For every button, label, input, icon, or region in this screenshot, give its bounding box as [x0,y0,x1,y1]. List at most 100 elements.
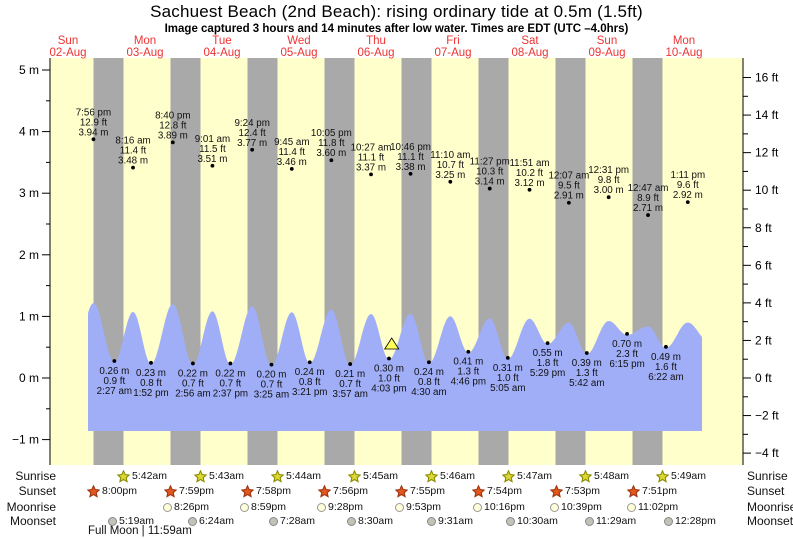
moonrise-time: 11:02pm [638,501,679,513]
svg-text:0.8 ft: 0.8 ft [299,377,321,388]
sunrise-time: 5:48am [594,470,630,482]
sunset-time: 7:53pm [565,485,601,497]
day-of-week-label: Sun [597,35,617,47]
moonset-item: 9:31am [427,514,473,528]
svg-text:2:37 pm: 2:37 pm [213,388,248,399]
svg-text:0.30 m: 0.30 m [374,364,404,375]
moonset-time: 9:31am [438,515,474,527]
svg-text:10:05 pm: 10:05 pm [311,128,352,139]
day-date-label: 04-Aug [203,47,240,59]
svg-text:0.9 ft: 0.9 ft [103,376,125,387]
svg-text:0.8 ft: 0.8 ft [140,378,162,389]
svg-text:9.8 ft: 9.8 ft [598,175,620,186]
low-tide-annotation: 0.24 m0.8 ft3:21 pm [292,360,327,398]
y-axis-right-tick-label: −4 ft [755,446,779,460]
moonset-circle-icon [269,516,278,526]
svg-text:0.20 m: 0.20 m [256,370,286,381]
sunset-row-label: Sunset [18,484,56,498]
tide-point-dot [448,179,453,184]
sunrise-star-icon [194,469,207,483]
sunset-time: 7:54pm [487,485,523,497]
svg-text:4:30 am: 4:30 am [411,387,446,398]
tide-point-dot [91,137,96,142]
svg-text:5:29 pm: 5:29 pm [530,368,565,379]
svg-text:0.8 ft: 0.8 ft [418,377,440,388]
y-axis-right-tick-label: 10 ft [755,183,779,197]
svg-text:0.41 m: 0.41 m [453,357,483,368]
sunrise-item: 5:48am [579,469,629,483]
y-axis-left-tick-label: 1 m [19,309,39,323]
svg-text:10.2 ft: 10.2 ft [516,168,544,179]
svg-text:0.22 m: 0.22 m [215,368,245,379]
day-of-week-label: Fri [446,35,459,47]
svg-text:12:07 am: 12:07 am [548,171,589,182]
svg-text:10.3 ft: 10.3 ft [476,167,504,178]
svg-text:9.5 ft: 9.5 ft [558,181,580,192]
svg-text:4:03 pm: 4:03 pm [371,384,406,395]
moonrise-time: 8:26pm [174,501,210,513]
tide-point-dot [250,147,255,152]
y-axis-right-tick-label: −2 ft [755,409,779,423]
sunrise-item: 5:46am [425,469,475,483]
low-tide-annotation: 0.49 m1.6 ft6:22 am [648,344,684,383]
day-date-label: 02-Aug [49,47,86,59]
svg-text:0.31 m: 0.31 m [493,363,523,374]
y-axis-right-tick-label: 16 ft [755,71,779,85]
svg-text:3.94 m: 3.94 m [78,127,108,138]
y-axis-right-tick-label: 4 ft [755,296,772,310]
tide-point-dot [307,360,312,365]
day-date-label: 05-Aug [280,47,317,59]
svg-text:12.9 ft: 12.9 ft [80,117,108,128]
svg-text:0.55 m: 0.55 m [533,348,563,359]
low-tide-annotation: 0.41 m1.3 ft4:46 pm [451,349,486,388]
svg-text:3.51 m: 3.51 m [197,154,227,165]
low-tide-annotation: 0.30 m1.0 ft4:03 pm [371,356,407,395]
moonset-time: 6:24am [199,515,235,527]
moonrise-time: 10:39pm [561,501,602,513]
sunset-star-icon [472,484,485,498]
svg-text:3:57 am: 3:57 am [332,389,367,400]
tide-point-dot [191,361,195,366]
moonrise-item: 8:59pm [240,500,286,514]
day-of-week-label: Sat [521,35,539,47]
svg-text:0.24 m: 0.24 m [295,367,325,378]
low-tide-annotation: 0.70 m2.3 ft6:15 pm [609,331,645,370]
svg-text:11:51 am: 11:51 am [509,158,549,169]
sunrise-item: 5:42am [117,469,167,483]
tide-point-dot [149,360,153,365]
svg-text:0.23 m: 0.23 m [136,368,166,379]
moonset-item: 6:24am [188,514,234,528]
sunrise-star-icon [117,469,130,483]
svg-text:5:42 am: 5:42 am [569,378,604,389]
day-date-label: 06-Aug [357,47,394,59]
moonset-circle-icon [427,516,436,526]
moonrise-circle-icon [550,502,559,512]
tide-point-dot [369,172,373,177]
svg-text:2.91 m: 2.91 m [554,191,584,202]
sunset-star-icon [318,484,331,498]
sunset-item: 7:51pm [627,484,677,498]
low-tide-annotation: 0.21 m0.7 ft3:57 am [332,362,368,400]
y-axis-left-tick-label: −1 m [12,433,39,447]
day-of-week-label: Tue [212,35,231,47]
sunrise-item: 5:45am [348,469,398,483]
sunrise-item: 5:49am [656,469,706,483]
moonset-circle-icon [664,516,673,526]
tide-point-dot [289,166,294,171]
sunrise-item: 5:43am [194,469,244,483]
svg-text:9.6 ft: 9.6 ft [677,180,699,191]
svg-text:1:52 pm: 1:52 pm [133,388,168,399]
sunset-item: 7:59pm [164,484,214,498]
svg-text:0.7 ft: 0.7 ft [261,380,283,391]
moonset-item: 8:30am [347,514,393,528]
moonset-time: 11:29am [596,515,637,527]
svg-text:0.22 m: 0.22 m [178,368,208,379]
svg-text:3.14 m: 3.14 m [475,177,505,188]
moonset-time: 8:30am [358,515,394,527]
